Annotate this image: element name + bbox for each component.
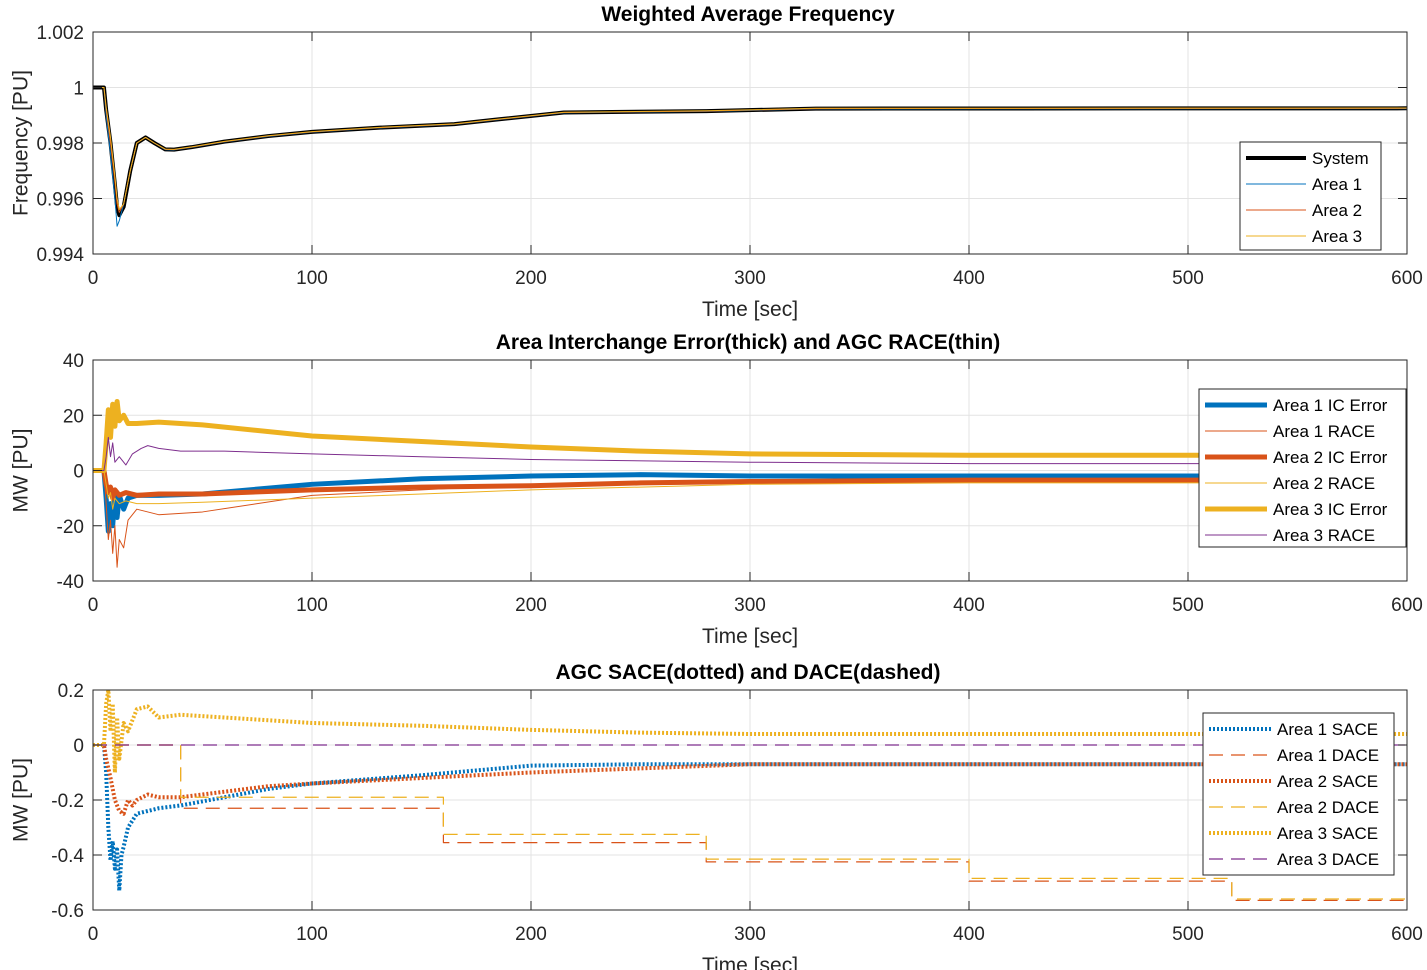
series-line-5 [93, 398, 1407, 473]
y-axis-label: MW [PU] [10, 758, 33, 842]
x-tick-label: 500 [1172, 268, 1204, 289]
y-tick-label: 20 [63, 406, 84, 427]
legend-label: Area 2 DACE [1277, 798, 1379, 817]
series-group [93, 690, 1407, 901]
legend-label: Area 2 IC Error [1273, 448, 1388, 467]
x-axis-label: Time [sec] [702, 954, 798, 970]
series-line-4 [93, 744, 1407, 900]
legend-label: Area 3 RACE [1273, 526, 1375, 545]
x-tick-label: 0 [88, 268, 99, 289]
legend-box [1198, 388, 1407, 548]
chart-panel-1: 0 100 200 300 400 500 600 0.994 0.996 0.998 1 1.002… [10, 3, 1423, 321]
legend: System Area 1 Area 2 Area 3 [1239, 141, 1382, 251]
y-tick-label: 1 [73, 79, 84, 100]
x-axis-label: Time [sec] [702, 625, 798, 648]
series-line-3 [93, 468, 1407, 501]
x-tick-label: 600 [1391, 924, 1423, 945]
series-line-1 [93, 468, 1407, 534]
y-tick-label: 0.996 [36, 190, 84, 211]
y-tick-label: -0.4 [51, 846, 84, 867]
series-group [93, 85, 1407, 227]
legend-label: Area 2 SACE [1277, 772, 1378, 791]
x-tick-label: 100 [296, 924, 328, 945]
chart-panel-2: 0 100 200 300 400 500 600 -40 -20 0 20 40 Area Inter… [10, 331, 1423, 648]
legend-label: Area 1 [1312, 175, 1362, 194]
legend-label: Area 3 IC Error [1273, 500, 1388, 519]
legend: Area 1 SACE Area 1 DACE Area 2 SACE Area 2 … [1202, 712, 1395, 876]
y-tick-label: 40 [63, 351, 84, 372]
x-tick-label: 500 [1172, 924, 1204, 945]
legend-label: Area 1 DACE [1277, 746, 1379, 765]
legend-label: Area 3 [1312, 227, 1362, 246]
x-tick-label: 100 [296, 268, 328, 289]
y-tick-label: 0.994 [36, 245, 84, 266]
x-tick-label: 400 [953, 924, 985, 945]
legend-label: Area 1 IC Error [1273, 396, 1388, 415]
x-tick-label: 300 [734, 924, 766, 945]
y-tick-label: 0 [73, 736, 84, 757]
x-tick-label: 600 [1391, 595, 1423, 616]
legend: Area 1 IC Error Area 1 RACE Area 2 IC Erro… [1198, 388, 1407, 548]
chart-panel-3: 0 100 200 300 400 500 600 -0.6 -0.4 -0.2 0 0.2 AGC S… [10, 661, 1423, 970]
legend-label: Area 2 RACE [1273, 474, 1375, 493]
y-axis-label: Frequency [PU] [10, 70, 33, 216]
y-tick-label: -20 [57, 517, 84, 538]
legend-label: Area 2 [1312, 201, 1362, 220]
legend-label: System [1312, 149, 1369, 168]
y-tick-label: 0.998 [36, 134, 84, 155]
y-tick-label: 0.2 [58, 681, 84, 702]
x-tick-label: 600 [1391, 268, 1423, 289]
x-tick-label: 200 [515, 924, 547, 945]
chart-title: Area Interchange Error(thick) and AGC RA… [496, 331, 1000, 354]
series-line-5 [93, 690, 1407, 775]
x-tick-label: 200 [515, 268, 547, 289]
legend-box [1202, 712, 1395, 876]
x-tick-label: 300 [734, 268, 766, 289]
legend-label: Area 3 DACE [1277, 850, 1379, 869]
y-axis-label: MW [PU] [10, 429, 33, 513]
x-tick-label: 0 [88, 924, 99, 945]
series-line-1 [93, 743, 1407, 893]
legend-label: Area 3 SACE [1277, 824, 1378, 843]
series-line-4 [93, 87, 1407, 211]
legend-label: Area 1 RACE [1273, 422, 1375, 441]
chart-title: Weighted Average Frequency [601, 3, 895, 26]
series-line-3 [93, 743, 1407, 816]
y-tick-label: -0.6 [51, 901, 84, 922]
y-tick-label: -0.2 [51, 791, 84, 812]
series-line-4 [93, 470, 1407, 510]
x-tick-label: 100 [296, 595, 328, 616]
x-tick-label: 400 [953, 268, 985, 289]
series-line-6 [93, 436, 1407, 471]
x-tick-label: 0 [88, 595, 99, 616]
chart-title: AGC SACE(dotted) and DACE(dashed) [556, 661, 941, 684]
y-tick-label: 1.002 [36, 23, 84, 44]
x-tick-label: 300 [734, 595, 766, 616]
series-group [93, 398, 1407, 568]
x-axis-label: Time [sec] [702, 298, 798, 321]
y-tick-label: -40 [57, 572, 84, 593]
x-tick-label: 500 [1172, 595, 1204, 616]
x-tick-label: 200 [515, 595, 547, 616]
x-tick-label: 400 [953, 595, 985, 616]
y-tick-label: 0 [73, 462, 84, 483]
legend-label: Area 1 SACE [1277, 720, 1378, 739]
